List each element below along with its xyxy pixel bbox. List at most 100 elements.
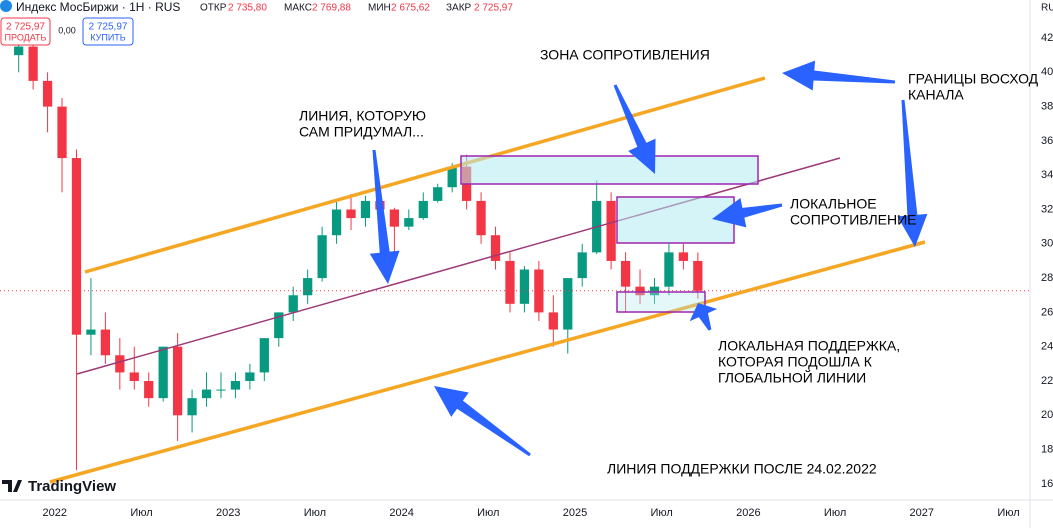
candle-body [288, 295, 298, 313]
candle-body [418, 200, 428, 219]
logo: TradingView [2, 478, 116, 495]
spread: 0,00 [58, 25, 76, 35]
candle-body [28, 46, 38, 81]
candle-body [519, 269, 530, 304]
ohlc-value: 2 675,62 [391, 3, 430, 14]
sell-label[interactable]: ПРОДАТЬ [5, 32, 47, 42]
candle-body [42, 80, 53, 107]
resistance-zone [460, 155, 759, 185]
buy-button[interactable]: 2 725,97 КУПИТЬ [82, 17, 134, 46]
sell-button[interactable]: 2 725,97 ПРОДАТЬ [0, 17, 51, 46]
candle-body [173, 346, 183, 416]
arrow [613, 84, 656, 174]
y-tick-label: 2400 [1041, 341, 1053, 353]
candle-body [230, 381, 241, 390]
candle-body [563, 278, 573, 330]
ohlc-value: 2 769,88 [312, 3, 351, 14]
y-tick-label: 2800 [1041, 272, 1053, 284]
x-tick-label: Июл [130, 507, 152, 519]
candle-body [678, 252, 688, 261]
annotation-text: ЛИНИЯ, КОТОРУЮ [299, 108, 426, 124]
candle-body [447, 166, 457, 188]
ohlc-value: 2 735,80 [228, 3, 267, 14]
y-tick-label: 2600 [1041, 306, 1053, 318]
candle-body [100, 329, 110, 356]
sell-button-box[interactable] [0, 17, 51, 46]
candle-body [389, 209, 399, 227]
candle-body [620, 260, 631, 287]
y-tick-label: 3000 [1041, 238, 1053, 250]
ohlc-label: МАКС [284, 3, 312, 14]
y-tick-label: 3600 [1041, 135, 1053, 147]
candle-body [490, 235, 501, 261]
candle-body [201, 389, 212, 399]
annotation-text: ЛОКАЛЬНОЕ [790, 196, 877, 212]
y-tick-label: 2000 [1041, 409, 1053, 421]
x-tick-label: Июл [824, 507, 846, 519]
candle-body [505, 260, 515, 304]
buy-button-box[interactable] [82, 17, 134, 46]
y-tick-label: 4200 [1041, 32, 1053, 44]
annotation-text: СОПРОТИВЛЕНИЕ [790, 212, 917, 228]
arrow [434, 386, 531, 457]
sell-price[interactable]: 2 725,97 [6, 22, 45, 33]
candle-body [693, 260, 703, 291]
currency: RUB [1041, 3, 1053, 14]
y-tick-label: 3200 [1041, 203, 1053, 215]
arrow [782, 60, 896, 91]
annotation-text: ГЛОБАЛЬНОЙ ЛИНИИ [718, 369, 866, 386]
candle-body [476, 200, 486, 236]
candle-body [71, 158, 82, 335]
annotation-text: ЗОНА СОПРОТИВЛЕНИЯ [540, 47, 710, 63]
x-tick-label: 2023 [216, 507, 240, 519]
candle-body [115, 355, 125, 373]
candle-body [360, 200, 371, 219]
channel-lower [49, 240, 926, 484]
candle-body [158, 346, 168, 399]
x-tick-label: 2025 [563, 507, 587, 519]
x-tick-label: 2024 [389, 507, 413, 519]
y-tick-label: 3400 [1041, 169, 1053, 181]
ohlc-values: ОТКР 2 735,80 МАКС 2 769,88 МИН 2 675,62 ЗАКР 2… [200, 3, 513, 14]
candle-body [534, 269, 544, 313]
channel-upper [84, 76, 766, 274]
candle-body [259, 338, 269, 373]
candle-body [346, 209, 356, 219]
plot-area [0, 22, 1030, 484]
x-tick-label: Июл [997, 507, 1019, 519]
arrows [369, 60, 928, 457]
x-tick-label: Июл [304, 507, 326, 519]
y-tick-label: 3800 [1041, 101, 1053, 113]
ohlc-value: 2 725,97 [474, 3, 513, 14]
candle-body [433, 187, 443, 201]
arrow [712, 198, 783, 228]
logo-text: TradingView [28, 478, 116, 495]
y-tick-label: 1800 [1041, 444, 1053, 456]
candle-body [577, 252, 587, 279]
ohlc-label: ОТКР [200, 3, 227, 14]
candle-body [245, 372, 255, 381]
ohlc-label: МИН [368, 3, 391, 14]
x-tick-label: 2027 [910, 507, 934, 519]
logo-icon [2, 480, 22, 492]
annotation-text: КАНАЛА [908, 87, 964, 103]
buy-label[interactable]: КУПИТЬ [90, 32, 125, 42]
flag-icon [0, 0, 12, 12]
buy-price[interactable]: 2 725,97 [89, 22, 128, 33]
arrow [897, 99, 928, 247]
arrow [689, 303, 718, 331]
x-tick-label: 2022 [43, 507, 67, 519]
candles [0, 22, 1030, 471]
candle-body [664, 252, 674, 287]
x-tick-label: Июл [651, 507, 673, 519]
candle-body [86, 329, 96, 335]
candle-body [649, 286, 660, 296]
candle-body [14, 46, 24, 56]
candle-body [303, 278, 313, 296]
candle-body [129, 372, 139, 381]
annotation-text: ГРАНИЦЫ ВОСХОД [908, 71, 1039, 87]
annotation-text: ЛОКАЛЬНАЯ ПОДДЕРЖКА, [718, 338, 900, 354]
x-tick-label: Июл [477, 507, 499, 519]
